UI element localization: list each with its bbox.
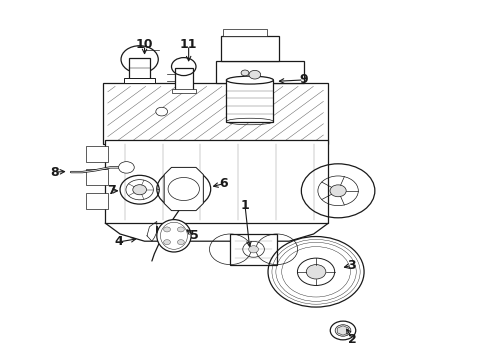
Circle shape — [241, 70, 249, 76]
Bar — [220, 36, 279, 61]
Circle shape — [119, 162, 134, 173]
Bar — [175, 68, 193, 90]
Circle shape — [330, 185, 346, 197]
Bar — [223, 29, 267, 36]
Circle shape — [133, 185, 147, 195]
Text: 5: 5 — [190, 229, 199, 242]
Circle shape — [306, 265, 326, 279]
Circle shape — [156, 107, 168, 116]
Bar — [226, 80, 273, 122]
Text: 3: 3 — [347, 259, 356, 272]
Text: 11: 11 — [180, 39, 197, 51]
Circle shape — [164, 240, 171, 245]
Polygon shape — [164, 167, 203, 211]
Circle shape — [177, 227, 184, 232]
Text: 6: 6 — [220, 177, 228, 190]
Bar — [172, 89, 196, 93]
Text: 1: 1 — [241, 199, 249, 212]
Circle shape — [249, 71, 261, 79]
Text: 8: 8 — [50, 166, 59, 179]
Text: 9: 9 — [299, 73, 308, 86]
Bar — [103, 83, 328, 144]
Bar — [230, 234, 277, 265]
Ellipse shape — [157, 220, 191, 252]
Circle shape — [248, 246, 259, 253]
Bar — [86, 146, 108, 162]
Bar — [129, 58, 150, 79]
Circle shape — [164, 227, 171, 232]
Text: 2: 2 — [348, 333, 357, 346]
Circle shape — [335, 325, 351, 336]
Circle shape — [177, 240, 184, 245]
Text: 7: 7 — [107, 184, 116, 197]
Bar — [86, 193, 108, 209]
Bar — [124, 78, 155, 83]
Text: 10: 10 — [136, 39, 153, 51]
Text: 4: 4 — [115, 235, 123, 248]
Bar — [105, 140, 328, 223]
Ellipse shape — [226, 76, 273, 84]
Bar — [86, 169, 108, 185]
Bar — [216, 61, 304, 83]
